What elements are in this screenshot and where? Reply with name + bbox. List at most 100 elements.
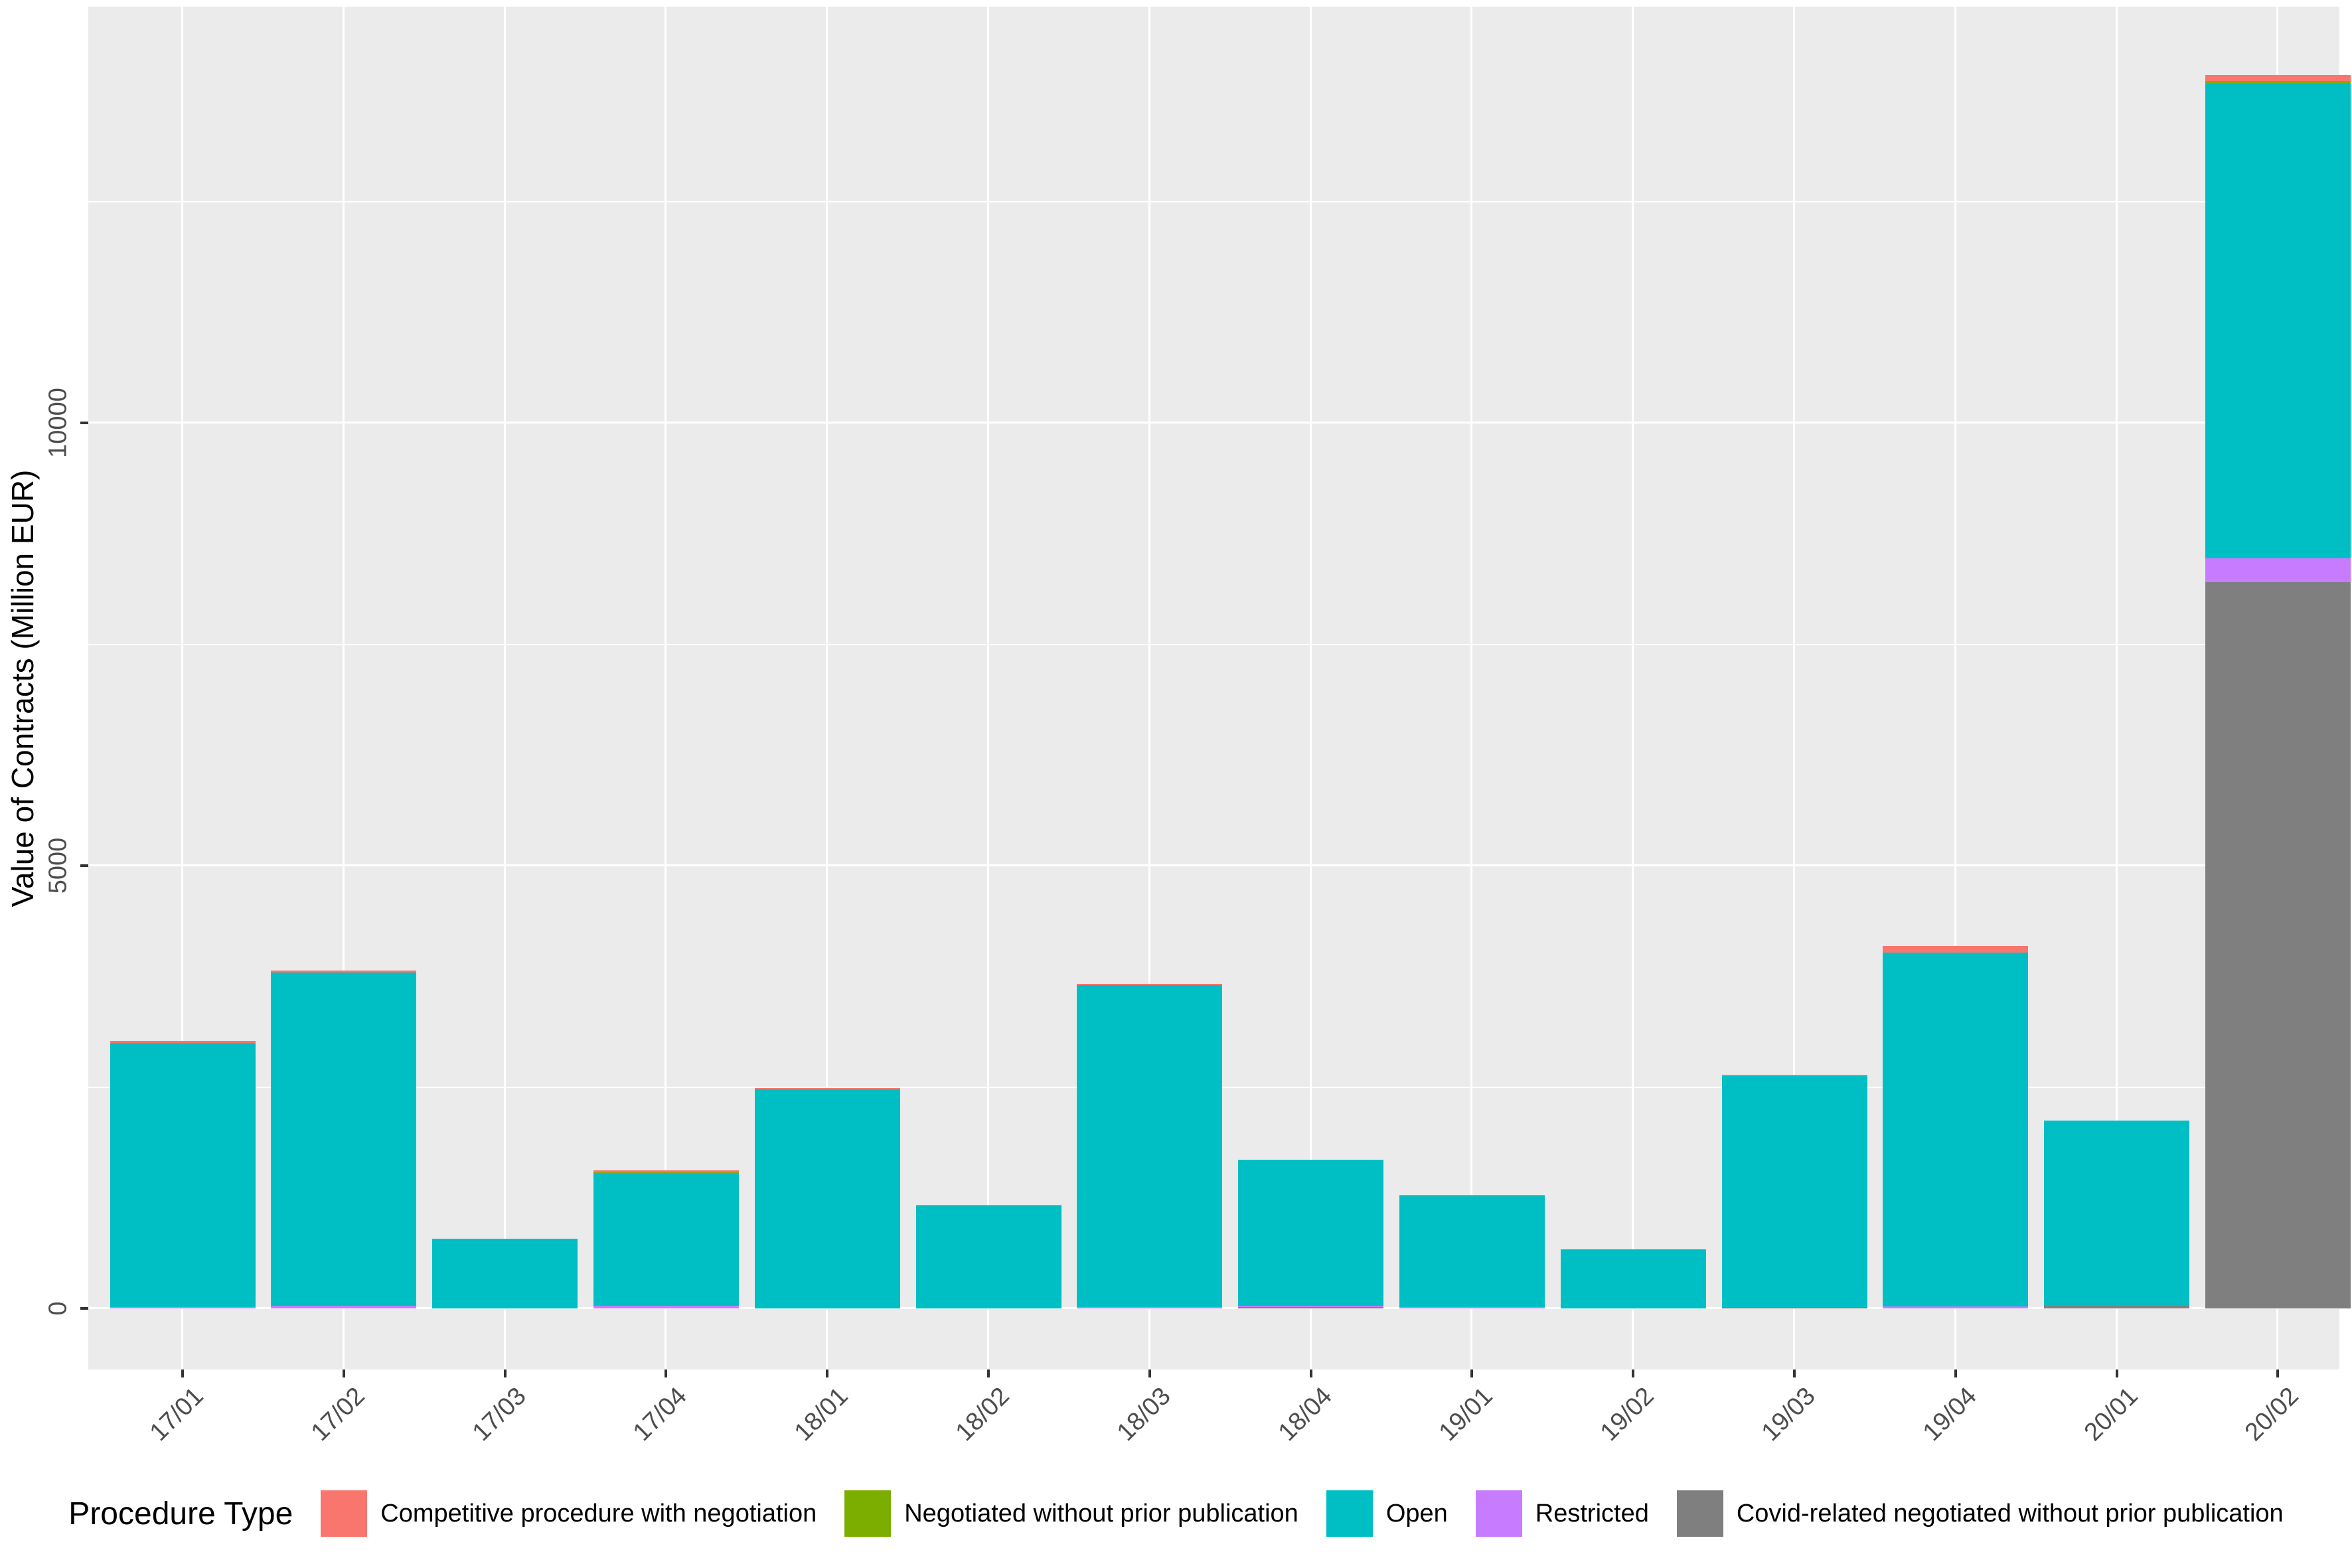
bar-18-01 xyxy=(754,1088,900,1308)
major-gridline-horizontal xyxy=(88,864,2339,866)
major-gridline-vertical xyxy=(1470,7,1473,1370)
bar-segment xyxy=(1077,1307,1223,1308)
legend-label: Open xyxy=(1385,1499,1448,1528)
bar-segment xyxy=(915,1206,1061,1308)
major-gridline-vertical xyxy=(503,7,506,1370)
bar-segment xyxy=(754,1089,900,1308)
x-tick-mark xyxy=(342,1370,345,1377)
y-tick-mark xyxy=(80,1307,88,1310)
x-tick-mark xyxy=(665,1370,668,1377)
bar-segment xyxy=(110,1307,256,1308)
major-gridline-horizontal xyxy=(88,422,2339,424)
bar-segment xyxy=(2044,1121,2190,1306)
x-tick-mark xyxy=(826,1370,829,1377)
bar-segment xyxy=(2044,1306,2190,1308)
bar-segment xyxy=(1238,1160,1384,1306)
bar-segment xyxy=(915,1205,1061,1206)
legend-swatch xyxy=(1326,1490,1373,1537)
bar-19-01 xyxy=(1399,1195,1545,1308)
major-gridline-vertical xyxy=(987,7,989,1370)
legend-swatch xyxy=(1676,1490,1723,1537)
major-gridline-vertical xyxy=(2115,7,2118,1370)
bar-segment xyxy=(1399,1196,1545,1307)
bar-17-01 xyxy=(110,1041,256,1308)
major-gridline-vertical xyxy=(181,7,183,1370)
bar-segment xyxy=(2205,558,2351,582)
major-gridline-vertical xyxy=(1954,7,1956,1370)
minor-gridline-horizontal xyxy=(88,200,2339,202)
x-tick-mark xyxy=(181,1370,184,1377)
legend-swatch xyxy=(321,1490,368,1537)
bar-segment xyxy=(271,971,417,973)
bar-segment xyxy=(1399,1195,1545,1196)
y-tick-label: 0 xyxy=(44,1301,72,1316)
bar-segment xyxy=(1238,1306,1384,1307)
y-tick-label: 5000 xyxy=(44,837,72,894)
bar-segment xyxy=(1721,1307,1867,1308)
bar-segment xyxy=(1721,1076,1867,1307)
legend-swatch xyxy=(1475,1490,1522,1537)
x-tick-mark xyxy=(1793,1370,1796,1377)
x-tick-mark xyxy=(2276,1370,2280,1377)
bar-segment xyxy=(754,1088,900,1089)
major-gridline-vertical xyxy=(826,7,828,1370)
bar-segment xyxy=(1883,946,2029,953)
legend-entry: Open xyxy=(1326,1490,1448,1537)
bar-segment xyxy=(271,1306,417,1308)
bar-19-03 xyxy=(1721,1075,1867,1308)
bar-17-02 xyxy=(271,971,417,1308)
bar-17-03 xyxy=(432,1239,578,1308)
bar-segment xyxy=(593,1306,739,1308)
major-gridline-vertical xyxy=(665,7,667,1370)
legend: Procedure Type Competitive procedure wit… xyxy=(0,1477,2352,1550)
bar-segment xyxy=(432,1239,578,1308)
legend-label: Covid-related negotiated without prior p… xyxy=(1736,1499,2284,1528)
legend-label: Restricted xyxy=(1535,1499,1649,1528)
x-tick-mark xyxy=(987,1370,990,1377)
x-tick-mark xyxy=(1470,1370,1474,1377)
bar-18-03 xyxy=(1077,984,1223,1308)
plot-panel xyxy=(88,7,2351,1370)
x-tick-mark xyxy=(1309,1370,1312,1377)
bar-segment xyxy=(1077,985,1223,1307)
minor-gridline-horizontal xyxy=(88,643,2339,645)
major-gridline-vertical xyxy=(342,7,345,1370)
major-gridline-vertical xyxy=(1309,7,1312,1370)
bar-18-02 xyxy=(915,1205,1061,1308)
bar-segment xyxy=(110,1041,256,1043)
bar-segment xyxy=(593,1170,739,1172)
bar-segment xyxy=(1883,1306,2029,1308)
bar-segment xyxy=(2205,81,2351,83)
bar-20-02 xyxy=(2205,75,2351,1308)
y-axis-title: Value of Contracts (Million EUR) xyxy=(5,469,40,907)
legend-entry: Restricted xyxy=(1475,1490,1649,1537)
bar-segment xyxy=(593,1172,739,1174)
x-tick-mark xyxy=(503,1370,507,1377)
major-gridline-vertical xyxy=(1793,7,1795,1370)
bar-segment xyxy=(1721,1075,1867,1076)
bar-19-04 xyxy=(1883,946,2029,1308)
bar-segment xyxy=(1399,1307,1545,1308)
x-tick-mark xyxy=(1148,1370,1151,1377)
x-tick-mark xyxy=(2115,1370,2118,1377)
y-tick-mark xyxy=(80,864,88,867)
bar-17-04 xyxy=(593,1170,739,1308)
y-tick-mark xyxy=(80,422,88,424)
bar-segment xyxy=(271,973,417,1306)
bar-segment xyxy=(1238,1307,1384,1308)
x-tick-mark xyxy=(1632,1370,1635,1377)
bar-segment xyxy=(1560,1249,1706,1308)
bar-20-01 xyxy=(2044,1121,2190,1308)
y-tick-label: 10000 xyxy=(44,388,72,458)
legend-title: Procedure Type xyxy=(68,1496,293,1531)
bar-segment xyxy=(2205,582,2351,1308)
bar-segment xyxy=(1077,984,1223,985)
legend-label: Negotiated without prior publication xyxy=(904,1499,1298,1528)
bar-segment xyxy=(593,1174,739,1306)
bar-segment xyxy=(2205,83,2351,558)
bar-18-04 xyxy=(1238,1160,1384,1308)
legend-entry: Negotiated without prior publication xyxy=(844,1490,1298,1537)
x-tick-mark xyxy=(1954,1370,1957,1377)
legend-label: Competitive procedure with negotiation xyxy=(380,1499,817,1528)
